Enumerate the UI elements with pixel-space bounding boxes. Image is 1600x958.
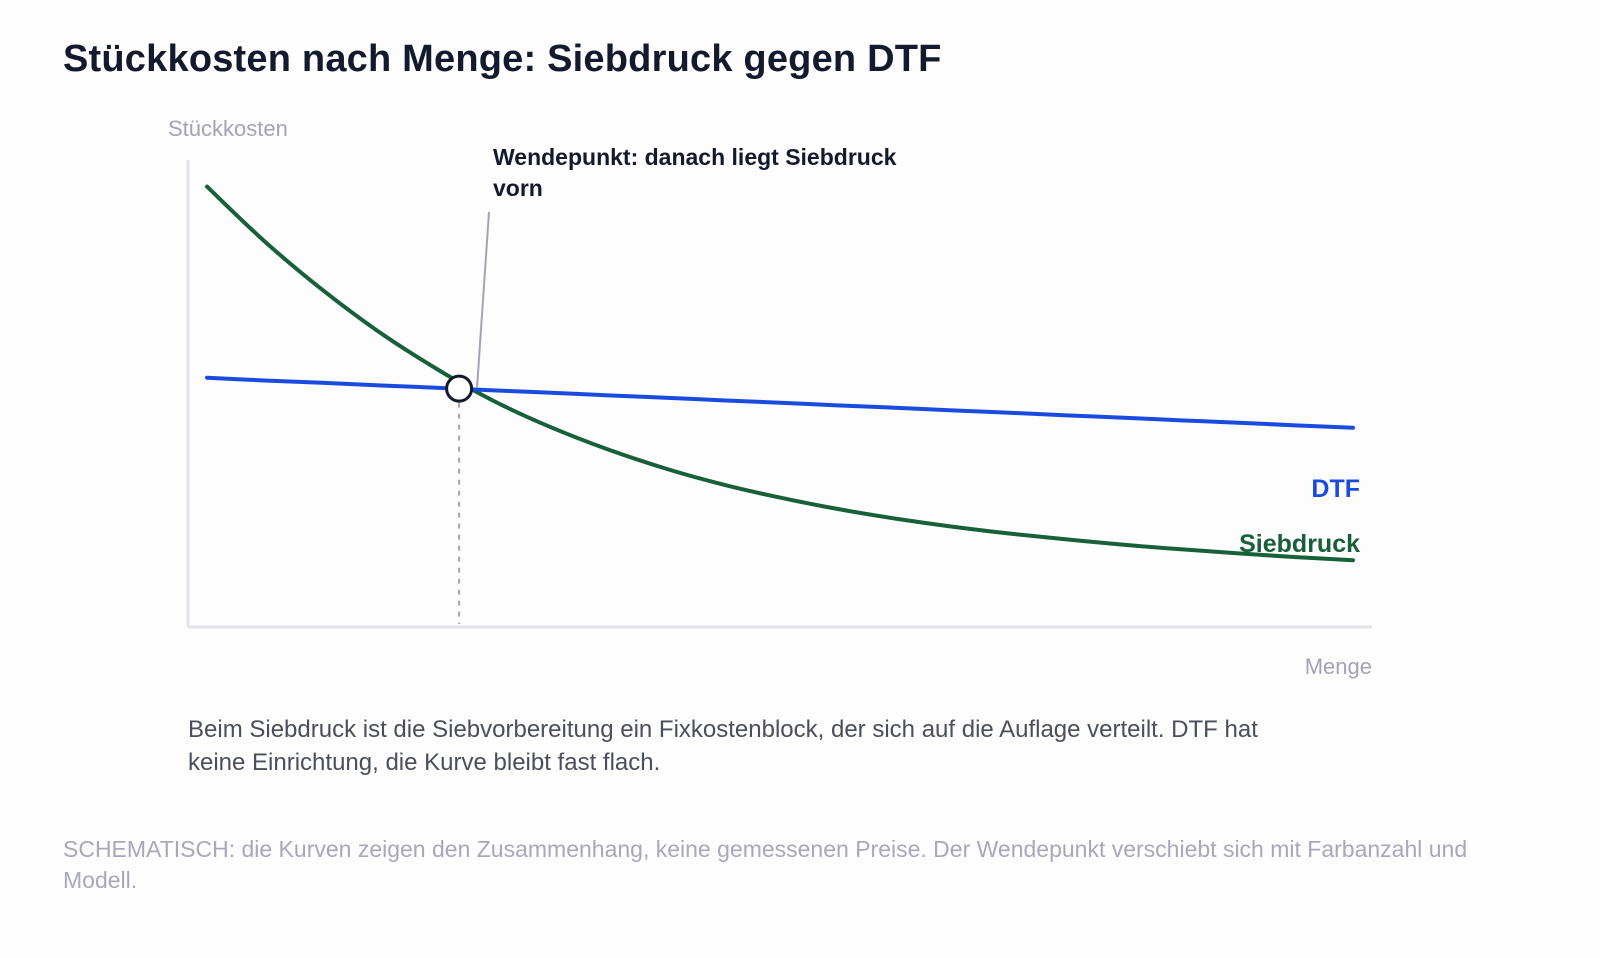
annotation-layer: Wendepunkt: danach liegt Siebdruck vorn [445,144,897,624]
break-even-marker [445,374,474,403]
annotation-text-line: Wendepunkt: danach liegt Siebdruck [493,144,897,170]
annotation-leader-line [476,211,490,389]
series-line-dtf [205,375,1355,430]
x-axis-label: Menge [1305,654,1372,679]
chart-caption: Beim Siebdruck ist die Siebvorbereitung … [188,716,1258,776]
series-line-siebdruck [205,184,1355,563]
chart-axes [186,160,1372,629]
annotation-text-line: vorn [493,175,543,201]
y-axis-label: Stückkosten [168,116,288,141]
schematic-note: SCHEMATISCH: die Kurven zeigen den Zusam… [63,836,1468,893]
series-layer: Siebdruck DTF [205,184,1360,563]
series-label-dtf: DTF [1311,475,1360,503]
series-label-siebdruck: Siebdruck [1239,530,1360,558]
chart-title: Stückkosten nach Menge: Siebdruck gegen … [63,38,942,80]
